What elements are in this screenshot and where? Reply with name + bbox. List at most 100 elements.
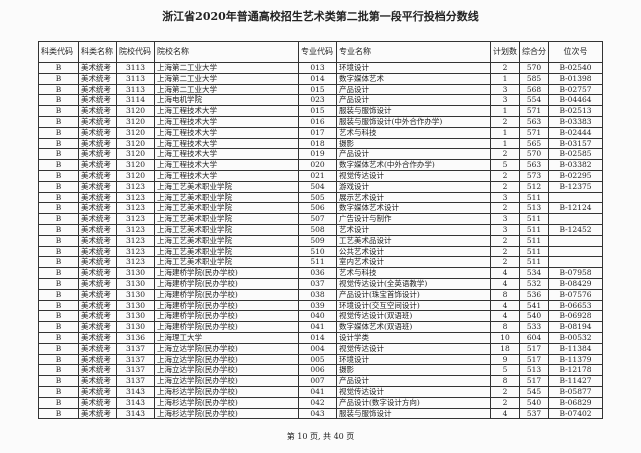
cell-total-score: 513 bbox=[519, 202, 549, 215]
cell-category-name: 美术统考 bbox=[78, 72, 117, 85]
cell-major-code: 014 bbox=[298, 72, 337, 85]
cell-school-code: 3120 bbox=[116, 148, 155, 161]
cell-plan-count: 5 bbox=[490, 159, 520, 171]
cell-total-score: 585 bbox=[519, 72, 549, 85]
cell-total-score: 517 bbox=[519, 353, 549, 366]
cell-plan-count: 8 bbox=[490, 288, 520, 301]
cell-school-code: 3130 bbox=[116, 321, 155, 333]
cell-school-name: 上海工程技术大学 bbox=[154, 159, 299, 171]
cell-category-name: 美术统考 bbox=[78, 331, 117, 344]
cell-major-name: 服装与服饰设计 bbox=[336, 407, 491, 420]
cell-plan-count: 3 bbox=[490, 213, 520, 225]
cell-total-score: 541 bbox=[519, 299, 549, 312]
header-total-score: 综合分 bbox=[519, 41, 549, 63]
table-row: B 美术统考 3120 上海工程技术大学 021 视觉传达设计 2 573 B-02295 bbox=[38, 169, 603, 182]
table-row: B 美术统考 3137 上海立达学院(民办学校) 007 产品设计 8 517 B-11427 bbox=[38, 375, 603, 387]
cell-rank: B-03383 bbox=[548, 115, 603, 128]
table-row: B 美术统考 3143 上海杉达学院(民办学校) 043 服装与服饰设计 4 537 B-074… bbox=[38, 407, 603, 420]
cell-category-name: 美术统考 bbox=[78, 105, 117, 117]
cell-school-code: 3123 bbox=[116, 180, 155, 193]
table-row: B 美术统考 3130 上海建桥学院(民办学校) 036 艺术与科技 4 534 B-07958 bbox=[38, 267, 603, 279]
cell-school-code: 3120 bbox=[116, 126, 155, 139]
cell-plan-count: 2 bbox=[490, 202, 520, 215]
cell-rank bbox=[548, 234, 603, 247]
cell-category-code: B bbox=[38, 277, 79, 290]
cell-category-name: 美术统考 bbox=[78, 126, 117, 139]
cell-major-code: 504 bbox=[298, 180, 337, 193]
cell-category-code: B bbox=[38, 375, 79, 387]
cell-school-name: 上海工艺美术职业学院 bbox=[154, 202, 299, 215]
cell-category-name: 美术统考 bbox=[78, 169, 117, 182]
cell-major-code: 007 bbox=[298, 375, 337, 387]
cell-total-score: 533 bbox=[519, 321, 549, 333]
cell-plan-count: 10 bbox=[490, 331, 520, 344]
table-row: B 美术统考 3123 上海工艺美术职业学院 506 数字媒体艺术设计 2 513 B-1212… bbox=[38, 202, 603, 215]
cell-school-code: 3143 bbox=[116, 396, 155, 409]
cell-school-code: 3130 bbox=[116, 310, 155, 323]
cell-major-name: 艺术设计 bbox=[336, 223, 491, 236]
table-row: B 美术统考 3136 上海理工大学 014 设计学类 10 604 B-00532 bbox=[38, 331, 603, 344]
cell-school-code: 3137 bbox=[116, 353, 155, 366]
cell-plan-count: 1 bbox=[490, 126, 520, 139]
cell-school-code: 3113 bbox=[116, 83, 155, 96]
cell-major-name: 游戏设计 bbox=[336, 180, 491, 193]
cell-school-name: 上海工程技术大学 bbox=[154, 105, 299, 117]
cell-total-score: 571 bbox=[519, 126, 549, 139]
cell-category-code: B bbox=[38, 83, 79, 96]
cell-school-name: 上海建桥学院(民办学校) bbox=[154, 267, 299, 279]
cell-school-name: 上海工艺美术职业学院 bbox=[154, 234, 299, 247]
cell-major-code: 014 bbox=[298, 331, 337, 344]
cell-rank: B-12452 bbox=[548, 223, 603, 236]
cell-major-name: 产品设计 bbox=[336, 375, 491, 387]
cell-total-score: 537 bbox=[519, 407, 549, 420]
cell-major-name: 数字媒体艺术设计 bbox=[336, 202, 491, 215]
cell-total-score: 563 bbox=[519, 159, 549, 171]
cell-major-code: 506 bbox=[298, 202, 337, 215]
cell-major-name: 产品设计(珠宝首饰设计) bbox=[336, 288, 491, 301]
cell-category-code: B bbox=[38, 310, 79, 323]
cell-category-code: B bbox=[38, 105, 79, 117]
cell-total-score: 534 bbox=[519, 267, 549, 279]
table-row: B 美术统考 3143 上海杉达学院(民办学校) 042 产品设计(数字设计方向) 2 540… bbox=[38, 396, 603, 409]
cell-school-name: 上海工程技术大学 bbox=[154, 137, 299, 150]
cell-major-name: 摄影 bbox=[336, 364, 491, 377]
cell-school-code: 3137 bbox=[116, 342, 155, 355]
cell-major-code: 036 bbox=[298, 267, 337, 279]
cell-school-code: 3123 bbox=[116, 256, 155, 269]
cell-major-code: 037 bbox=[298, 277, 337, 290]
cell-school-name: 上海工程技术大学 bbox=[154, 169, 299, 182]
cell-school-name: 上海工艺美术职业学院 bbox=[154, 180, 299, 193]
cell-category-name: 美术统考 bbox=[78, 137, 117, 150]
table-row: B 美术统考 3120 上海工程技术大学 016 服装与服饰设计(中外合作办学) 2 563 B… bbox=[38, 115, 603, 128]
cell-school-code: 3114 bbox=[116, 94, 155, 107]
cell-category-code: B bbox=[38, 288, 79, 301]
cell-school-code: 3120 bbox=[116, 115, 155, 128]
cell-major-code: 043 bbox=[298, 407, 337, 420]
cell-school-code: 3123 bbox=[116, 223, 155, 236]
cell-category-name: 美术统考 bbox=[78, 83, 117, 96]
table-row: B 美术统考 3123 上海工艺美术职业学院 511 室内艺术设计 2 511 bbox=[38, 256, 603, 269]
cell-plan-count: 4 bbox=[490, 277, 520, 290]
table-row: B 美术统考 3130 上海建桥学院(民办学校) 040 视觉传达设计(双语班) 4 540 B… bbox=[38, 310, 603, 323]
cell-rank: B-07958 bbox=[548, 267, 603, 279]
cell-school-name: 上海第二工业大学 bbox=[154, 62, 299, 74]
cell-major-code: 017 bbox=[298, 126, 337, 139]
cell-category-name: 美术统考 bbox=[78, 256, 117, 269]
cell-category-name: 美术统考 bbox=[78, 277, 117, 290]
cell-category-name: 美术统考 bbox=[78, 202, 117, 215]
cell-major-name: 视觉传达设计(全英语教学) bbox=[336, 277, 491, 290]
table-row: B 美术统考 3143 上海杉达学院(民办学校) 041 视觉传达设计 2 545 B-0587… bbox=[38, 385, 603, 398]
cell-school-name: 上海电机学院 bbox=[154, 94, 299, 107]
cell-school-name: 上海立达学院(民办学校) bbox=[154, 342, 299, 355]
cell-rank bbox=[548, 256, 603, 269]
cell-total-score: 565 bbox=[519, 137, 549, 150]
table-header-row: 科类代码 科类名称 院校代码 院校名称 专业代码 专业名称 计划数 综合分 位次号 bbox=[38, 41, 603, 63]
cell-category-name: 美术统考 bbox=[78, 267, 117, 279]
cell-category-name: 美术统考 bbox=[78, 245, 117, 258]
cell-total-score: 568 bbox=[519, 83, 549, 96]
cell-total-score: 511 bbox=[519, 223, 549, 236]
cell-school-name: 上海工程技术大学 bbox=[154, 148, 299, 161]
cell-plan-count: 2 bbox=[490, 234, 520, 247]
cell-major-code: 507 bbox=[298, 213, 337, 225]
cell-category-name: 美术统考 bbox=[78, 310, 117, 323]
